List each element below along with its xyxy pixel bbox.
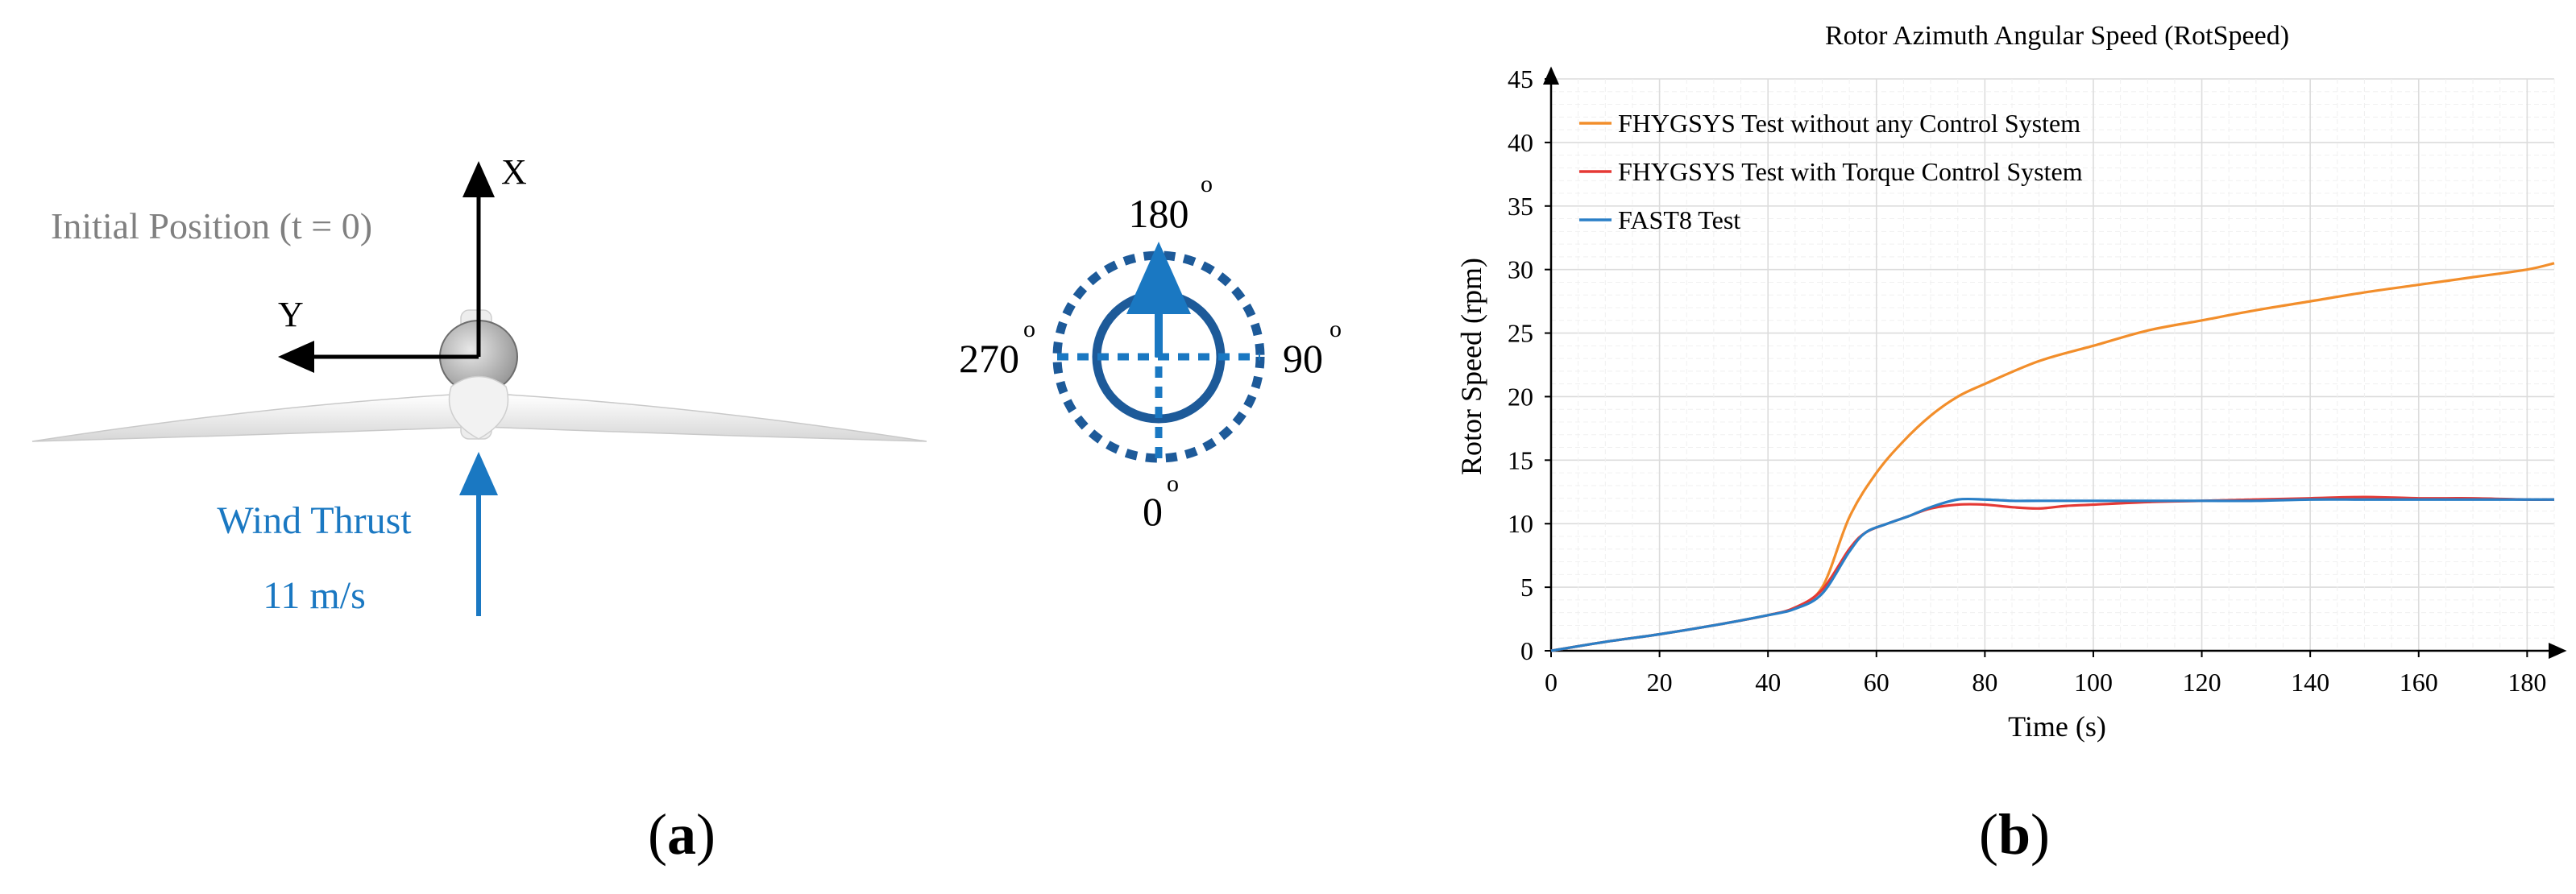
compass-degree-270: o [1023, 316, 1035, 342]
x-tick-label: 100 [2074, 668, 2113, 697]
y-tick-label: 10 [1508, 509, 1533, 538]
compass-label-180: 180 [1129, 191, 1189, 236]
x-axis-label: Time (s) [2008, 710, 2106, 743]
x-tick-label: 20 [1647, 668, 1673, 697]
compass-degree-180: o [1201, 171, 1213, 197]
legend-label: FHYGSYS Test with Torque Control System [1618, 157, 2083, 186]
y-tick-label: 20 [1508, 382, 1533, 411]
compass-label-0: 0 [1143, 489, 1163, 534]
y-tick-label: 35 [1508, 192, 1533, 221]
series-line-3 [1550, 497, 2554, 652]
y-tick-label: 25 [1508, 319, 1533, 348]
initial-position-label: Initial Position (t = 0) [51, 205, 372, 246]
y-axis-label: Rotor Speed (rpm) [1455, 258, 1487, 475]
compass-label-90: 90 [1283, 336, 1323, 381]
x-tick-label: 160 [2400, 668, 2438, 697]
y-tick-label: 45 [1508, 64, 1533, 93]
x-tick-label: 120 [2183, 668, 2221, 697]
y-tick-label: 0 [1520, 636, 1533, 665]
chart-series [1550, 262, 2555, 652]
x-tick-label: 140 [2291, 668, 2329, 697]
y-tick-label: 40 [1508, 128, 1533, 157]
x-tick-label: 0 [1545, 668, 1558, 697]
turbine-icon [31, 309, 927, 442]
x-tick-label: 60 [1864, 668, 1889, 697]
compass-degree-0: o [1167, 470, 1179, 497]
y-tick-label: 15 [1508, 445, 1533, 474]
wind-speed-label: 11 m/s [263, 574, 366, 617]
legend-label: FHYGSYS Test without any Control System [1618, 109, 2080, 138]
panel-a-caption: (a) [648, 802, 716, 867]
x-tick-label: 40 [1755, 668, 1781, 697]
series-line-1 [1550, 262, 2555, 652]
compass-degree-90: o [1329, 316, 1342, 342]
y-tick-label: 5 [1520, 573, 1533, 602]
rotor-speed-chart: 0 5 10 15 20 25 30 35 40 45 0 20 40 60 80 100 120 140 160 1… [1455, 21, 2567, 867]
x-tick-label: 180 [2508, 668, 2546, 697]
azimuth-compass [1052, 242, 1265, 463]
axis-y-label: Y [278, 295, 304, 334]
legend-label: FAST8 Test [1618, 205, 1740, 234]
compass-label-270: 270 [959, 336, 1019, 381]
axis-x-label: X [501, 152, 527, 192]
x-tick-label: 80 [1972, 668, 1997, 697]
panel-b-caption: (b) [1979, 802, 2050, 867]
panel-a: X Y Initial Position (t = 0) Wind Thrust… [31, 152, 1342, 867]
wind-thrust-label: Wind Thrust [217, 499, 412, 542]
chart-ticks: 0 5 10 15 20 25 30 35 40 45 0 20 40 60 80 100 120 140 160 1… [1508, 64, 2546, 697]
chart-title: Rotor Azimuth Angular Speed (RotSpeed) [1825, 21, 2289, 51]
chart-axes [1543, 66, 2567, 659]
y-tick-label: 30 [1508, 255, 1533, 284]
chart-legend: FHYGSYS Test without any Control System F… [1579, 109, 2083, 234]
chart-grid [1550, 78, 2555, 652]
